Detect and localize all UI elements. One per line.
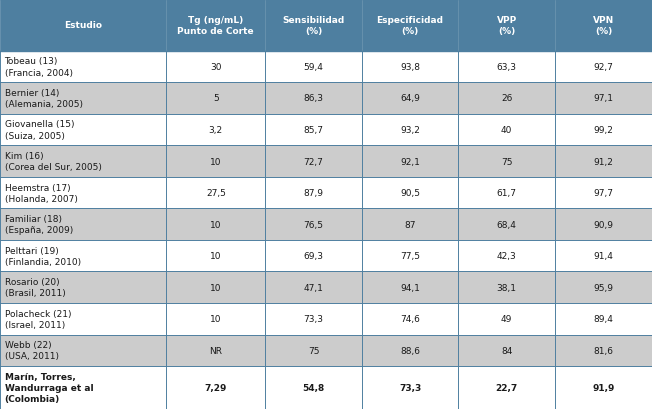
Text: Especificidad
(%): Especificidad (%) (377, 16, 443, 36)
Bar (265, 240, 362, 272)
Text: 3,2: 3,2 (209, 126, 223, 135)
Text: 47,1: 47,1 (304, 283, 323, 292)
Text: 90,9: 90,9 (593, 220, 614, 229)
Text: Marín, Torres,
Wandurraga et al
(Colombia): Marín, Torres, Wandurraga et al (Colombi… (5, 372, 93, 403)
Text: 93,8: 93,8 (400, 63, 420, 72)
Text: 91,2: 91,2 (593, 157, 614, 166)
Text: 42,3: 42,3 (497, 252, 516, 261)
Bar (362, 52, 458, 83)
Bar (265, 272, 362, 303)
Bar (458, 83, 555, 115)
Bar (458, 52, 555, 83)
Text: 75: 75 (501, 157, 512, 166)
Text: Tobeau (13)
(Francia, 2004): Tobeau (13) (Francia, 2004) (5, 57, 72, 77)
Text: 73,3: 73,3 (399, 383, 421, 392)
Bar (265, 303, 362, 335)
Bar (362, 0, 458, 52)
Bar (0, 52, 166, 83)
Text: 97,1: 97,1 (593, 94, 614, 103)
Bar (362, 83, 458, 115)
Text: 30: 30 (210, 63, 222, 72)
Bar (0, 303, 166, 335)
Bar (166, 272, 265, 303)
Bar (0, 178, 166, 209)
Text: 10: 10 (210, 157, 222, 166)
Bar (166, 209, 265, 240)
Bar (362, 272, 458, 303)
Bar (555, 366, 652, 409)
Text: Tg (ng/mL)
Punto de Corte: Tg (ng/mL) Punto de Corte (177, 16, 254, 36)
Bar (0, 146, 166, 178)
Bar (0, 0, 166, 52)
Bar (265, 146, 362, 178)
Bar (166, 303, 265, 335)
Bar (265, 52, 362, 83)
Bar (458, 303, 555, 335)
Bar (458, 335, 555, 366)
Bar (555, 303, 652, 335)
Bar (265, 335, 362, 366)
Text: Heemstra (17)
(Holanda, 2007): Heemstra (17) (Holanda, 2007) (5, 183, 78, 203)
Bar (458, 146, 555, 178)
Text: 63,3: 63,3 (497, 63, 516, 72)
Text: 10: 10 (210, 315, 222, 324)
Bar (362, 303, 458, 335)
Text: Sensibilidad
(%): Sensibilidad (%) (282, 16, 345, 36)
Text: 91,9: 91,9 (592, 383, 615, 392)
Text: VPP
(%): VPP (%) (496, 16, 517, 36)
Text: 87: 87 (404, 220, 416, 229)
Bar (0, 272, 166, 303)
Bar (0, 115, 166, 146)
Text: 40: 40 (501, 126, 512, 135)
Text: Familiar (18)
(España, 2009): Familiar (18) (España, 2009) (5, 215, 73, 235)
Bar (0, 209, 166, 240)
Bar (265, 0, 362, 52)
Text: 74,6: 74,6 (400, 315, 420, 324)
Text: Giovanella (15)
(Suiza, 2005): Giovanella (15) (Suiza, 2005) (5, 120, 74, 140)
Text: 94,1: 94,1 (400, 283, 420, 292)
Bar (555, 178, 652, 209)
Text: VPN
(%): VPN (%) (593, 16, 614, 36)
Bar (166, 146, 265, 178)
Text: 72,7: 72,7 (304, 157, 323, 166)
Bar (265, 115, 362, 146)
Text: Rosario (20)
(Brasil, 2011): Rosario (20) (Brasil, 2011) (5, 277, 65, 298)
Text: 38,1: 38,1 (497, 283, 516, 292)
Bar (555, 146, 652, 178)
Bar (362, 146, 458, 178)
Bar (265, 209, 362, 240)
Bar (362, 366, 458, 409)
Bar (166, 240, 265, 272)
Text: 59,4: 59,4 (304, 63, 323, 72)
Bar (362, 209, 458, 240)
Bar (555, 0, 652, 52)
Text: 89,4: 89,4 (593, 315, 614, 324)
Text: 7,29: 7,29 (205, 383, 227, 392)
Bar (265, 366, 362, 409)
Text: 88,6: 88,6 (400, 346, 420, 355)
Bar (362, 240, 458, 272)
Text: 93,2: 93,2 (400, 126, 420, 135)
Bar (458, 272, 555, 303)
Text: 92,1: 92,1 (400, 157, 420, 166)
Text: 5: 5 (213, 94, 218, 103)
Text: 84: 84 (501, 346, 512, 355)
Text: 54,8: 54,8 (303, 383, 325, 392)
Text: 61,7: 61,7 (497, 189, 516, 198)
Bar (555, 83, 652, 115)
Text: NR: NR (209, 346, 222, 355)
Text: 27,5: 27,5 (206, 189, 226, 198)
Bar (362, 178, 458, 209)
Text: 64,9: 64,9 (400, 94, 420, 103)
Bar (166, 0, 265, 52)
Bar (166, 52, 265, 83)
Text: 97,7: 97,7 (593, 189, 614, 198)
Text: Polacheck (21)
(Israel, 2011): Polacheck (21) (Israel, 2011) (5, 309, 71, 329)
Text: 68,4: 68,4 (497, 220, 516, 229)
Bar (166, 115, 265, 146)
Text: 73,3: 73,3 (304, 315, 323, 324)
Bar (458, 178, 555, 209)
Bar (458, 240, 555, 272)
Text: 75: 75 (308, 346, 319, 355)
Text: Estudio: Estudio (64, 21, 102, 30)
